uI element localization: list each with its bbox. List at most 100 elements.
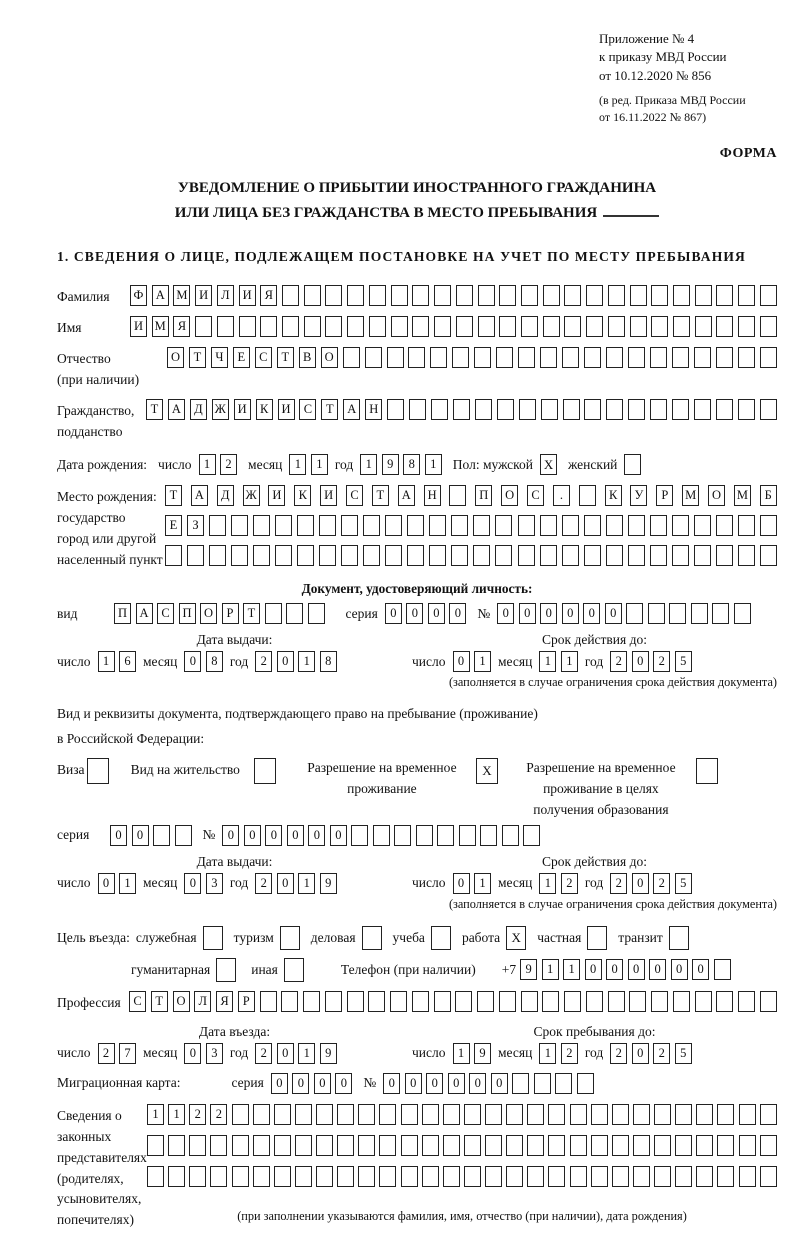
char-cell[interactable]	[520, 990, 538, 1012]
char-cell[interactable]: 0	[518, 603, 536, 625]
char-cell[interactable]	[607, 990, 625, 1012]
char-cell[interactable]: 0	[97, 872, 115, 894]
char-cell[interactable]	[632, 1103, 650, 1125]
char-cell[interactable]: О	[320, 346, 338, 368]
char-cell[interactable]: Т	[371, 485, 389, 507]
char-cell[interactable]	[627, 515, 645, 537]
char-cell[interactable]	[628, 398, 646, 420]
char-cell[interactable]: 1	[198, 454, 216, 476]
char-cell[interactable]: 0	[184, 872, 202, 894]
char-cell[interactable]	[759, 284, 777, 306]
char-cell[interactable]	[517, 545, 535, 567]
char-cell[interactable]	[187, 545, 205, 567]
char-cell[interactable]	[273, 1134, 291, 1156]
char-cell[interactable]	[629, 284, 647, 306]
char-cell[interactable]	[341, 515, 359, 537]
char-cell[interactable]	[611, 1134, 629, 1156]
char-cell[interactable]	[390, 315, 408, 337]
char-cell[interactable]	[605, 545, 623, 567]
char-cell[interactable]: 0	[447, 1072, 465, 1094]
char-cell[interactable]	[168, 1134, 186, 1156]
char-cell[interactable]	[282, 315, 300, 337]
char-cell[interactable]	[346, 990, 364, 1012]
char-cell[interactable]	[463, 1165, 481, 1187]
char-cell[interactable]	[737, 545, 755, 567]
char-cell[interactable]	[231, 1103, 249, 1125]
char-cell[interactable]	[759, 515, 777, 537]
char-cell[interactable]	[429, 545, 447, 567]
char-cell[interactable]	[390, 284, 408, 306]
char-cell[interactable]: Я	[260, 284, 278, 306]
purpose-study-checkbox[interactable]	[430, 925, 451, 950]
char-cell[interactable]	[586, 284, 604, 306]
char-cell[interactable]: 1	[424, 454, 442, 476]
char-cell[interactable]: 0	[631, 1042, 649, 1064]
char-cell[interactable]	[319, 515, 337, 537]
char-cell[interactable]	[364, 346, 382, 368]
char-cell[interactable]	[694, 990, 712, 1012]
char-cell[interactable]: 0	[631, 651, 649, 673]
char-cell[interactable]	[759, 545, 777, 567]
char-cell[interactable]	[231, 1134, 249, 1156]
char-cell[interactable]: 5	[674, 872, 692, 894]
char-cell[interactable]: 2	[255, 872, 273, 894]
temp-residence-edu-checkbox[interactable]	[695, 758, 718, 785]
char-cell[interactable]	[442, 1165, 460, 1187]
char-cell[interactable]	[506, 1134, 524, 1156]
char-cell[interactable]: О	[501, 485, 519, 507]
char-cell[interactable]	[386, 346, 404, 368]
char-cell[interactable]: 3	[205, 1042, 223, 1064]
char-cell[interactable]: Т	[276, 346, 294, 368]
char-cell[interactable]	[715, 545, 733, 567]
char-cell[interactable]: О	[172, 990, 190, 1012]
char-cell[interactable]	[548, 1165, 566, 1187]
char-cell[interactable]	[358, 1103, 376, 1125]
char-cell[interactable]	[569, 1165, 587, 1187]
char-cell[interactable]	[590, 1103, 608, 1125]
char-cell[interactable]: 0	[276, 651, 294, 673]
char-cell[interactable]: И	[320, 485, 338, 507]
char-cell[interactable]: 1	[298, 872, 316, 894]
char-cell[interactable]: Я	[216, 990, 233, 1012]
char-cell[interactable]	[561, 515, 579, 537]
char-cell[interactable]: Р	[656, 485, 674, 507]
char-cell[interactable]	[430, 346, 448, 368]
char-cell[interactable]	[252, 1134, 270, 1156]
char-cell[interactable]: С	[527, 485, 545, 507]
char-cell[interactable]: А	[135, 603, 153, 625]
char-cell[interactable]	[506, 1103, 524, 1125]
char-cell[interactable]: Т	[165, 485, 182, 507]
char-cell[interactable]	[147, 1165, 164, 1187]
char-cell[interactable]	[337, 1103, 355, 1125]
char-cell[interactable]	[407, 515, 425, 537]
char-cell[interactable]: 0	[286, 824, 304, 846]
char-cell[interactable]	[561, 545, 579, 567]
char-cell[interactable]: А	[151, 284, 169, 306]
char-cell[interactable]: 0	[452, 651, 470, 673]
char-cell[interactable]	[153, 824, 170, 846]
char-cell[interactable]: 0	[631, 872, 649, 894]
char-cell[interactable]	[347, 315, 365, 337]
char-cell[interactable]	[195, 315, 213, 337]
char-cell[interactable]: С	[129, 990, 146, 1012]
char-cell[interactable]	[629, 990, 647, 1012]
char-cell[interactable]: 6	[119, 651, 136, 673]
char-cell[interactable]: 1	[298, 651, 316, 673]
char-cell[interactable]	[379, 1134, 397, 1156]
char-cell[interactable]: Ф	[130, 284, 147, 306]
char-cell[interactable]	[578, 485, 596, 507]
char-cell[interactable]	[569, 1103, 587, 1125]
char-cell[interactable]: 2	[560, 1042, 578, 1064]
char-cell[interactable]	[325, 315, 343, 337]
char-cell[interactable]	[539, 545, 557, 567]
char-cell[interactable]: С	[346, 485, 364, 507]
char-cell[interactable]	[540, 346, 558, 368]
char-cell[interactable]	[316, 1103, 333, 1125]
char-cell[interactable]: И	[277, 398, 295, 420]
purpose-tourism-checkbox[interactable]	[279, 925, 300, 950]
char-cell[interactable]	[694, 315, 712, 337]
char-cell[interactable]	[379, 1103, 397, 1125]
char-cell[interactable]	[737, 346, 755, 368]
char-cell[interactable]	[562, 398, 580, 420]
char-cell[interactable]: 0	[584, 959, 602, 981]
